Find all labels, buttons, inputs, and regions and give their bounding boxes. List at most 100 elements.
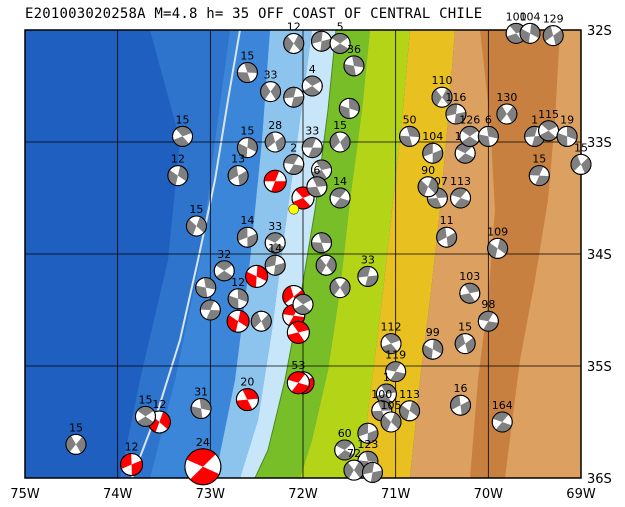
focal-mechanism — [213, 260, 235, 282]
focal-mechanism — [301, 75, 323, 97]
focal-mechanism — [431, 86, 453, 108]
depth-label: 13 — [231, 153, 245, 166]
focal-mechanism — [227, 288, 249, 310]
focal-mechanism — [65, 433, 87, 455]
depth-label: 12 — [171, 153, 185, 166]
target-mechanism — [235, 388, 259, 412]
depth-label: 113 — [450, 175, 471, 188]
focal-mechanism — [311, 30, 333, 52]
depth-label: 15 — [240, 50, 254, 63]
depth-label: 2 — [290, 141, 297, 154]
focal-mechanism — [329, 32, 351, 54]
focal-mechanism — [334, 439, 356, 461]
longitude-labels: 75W 74W 73W 72W 71W 70W 69W — [10, 487, 596, 502]
depth-label: 126 — [459, 113, 480, 126]
depth-label: 1 — [531, 113, 538, 126]
focal-mechanism — [306, 176, 328, 198]
focal-mechanism — [450, 187, 472, 209]
depth-label: 15 — [458, 321, 472, 334]
focal-mechanism — [385, 361, 407, 383]
depth-label: 6 — [485, 113, 492, 126]
focal-mechanism — [422, 338, 444, 360]
depth-label: 33 — [264, 69, 278, 82]
lat-label: 34S — [587, 248, 612, 263]
focal-mechanism — [329, 277, 351, 299]
depth-label: 15 — [176, 113, 190, 126]
focal-mechanism — [292, 293, 314, 315]
depth-label: 31 — [194, 386, 208, 399]
depth-label: 113 — [399, 388, 420, 401]
focal-mechanism — [459, 282, 481, 304]
depth-label: 129 — [543, 13, 564, 26]
lat-label: 33S — [587, 136, 612, 151]
depth-label: 33 — [305, 125, 319, 138]
latitude-labels: 32S 33S 34S 35S 36S — [587, 24, 612, 487]
depth-label: 19 — [560, 113, 574, 126]
focal-mechanism — [399, 400, 421, 422]
focal-mechanism — [315, 254, 337, 276]
depth-label: 12 — [287, 20, 301, 33]
focal-mechanism — [417, 176, 439, 198]
focal-mechanism — [477, 125, 499, 147]
focal-mechanism — [301, 137, 323, 159]
focal-mechanism — [172, 125, 194, 147]
depth-label: 1 — [383, 371, 390, 384]
depth-label: 104 — [520, 10, 541, 23]
focal-mechanism — [487, 237, 509, 259]
graticule — [25, 30, 581, 478]
target-mechanism — [120, 453, 144, 477]
focal-mechanism — [570, 153, 592, 175]
focal-mechanism — [134, 405, 156, 427]
target-mechanism — [245, 264, 269, 288]
depth-label: 36 — [347, 43, 361, 56]
depth-label: 90 — [421, 164, 435, 177]
focal-mechanism — [227, 165, 249, 187]
focal-mechanism — [264, 131, 286, 153]
depth-label: 123 — [357, 438, 378, 451]
focal-mechanism — [542, 25, 564, 47]
lon-label: 74W — [103, 487, 133, 502]
lat-label: 35S — [587, 360, 612, 375]
lon-label: 72W — [288, 487, 318, 502]
depth-label: 109 — [487, 225, 508, 238]
focal-mechanism — [399, 125, 421, 147]
depth-label: 115 — [538, 108, 559, 121]
focal-mechanism — [329, 187, 351, 209]
focal-mechanism — [362, 461, 383, 483]
map-title: E201003020258A M=4.8 h= 35 OFF COAST OF … — [25, 6, 483, 22]
depth-label: 116 — [445, 91, 466, 104]
depth-label: 33 — [268, 220, 282, 233]
depth-label: 24 — [196, 436, 210, 449]
depth-label: 110 — [432, 74, 453, 87]
focal-mechanism — [454, 142, 476, 164]
focal-mechanism — [195, 277, 217, 299]
depth-label: 100 — [371, 388, 392, 401]
target-mechanism — [286, 371, 310, 395]
depth-label: 15 — [69, 421, 83, 434]
depth-label: 15 — [574, 141, 588, 154]
target-mechanism — [184, 448, 222, 486]
depth-label: 32 — [217, 248, 231, 261]
depth-label: 15 — [138, 393, 152, 406]
focal-mechanism — [264, 232, 286, 254]
focal-mechanism — [338, 97, 360, 119]
depth-label: 105 — [381, 399, 402, 412]
target-mechanism — [263, 169, 287, 193]
depth-label: 130 — [496, 91, 517, 104]
target-mechanism — [286, 320, 310, 344]
focal-mechanism — [371, 400, 393, 422]
epicenter-marker — [288, 203, 299, 215]
lat-label: 32S — [587, 24, 612, 39]
trench-line — [131, 30, 241, 478]
depth-label: 98 — [481, 298, 495, 311]
depth-label: 14 — [333, 175, 347, 188]
focal-mechanism — [343, 459, 365, 481]
focal-mechanism — [357, 422, 379, 444]
focal-mechanism — [185, 215, 207, 237]
depth-label: 15 — [240, 125, 254, 138]
focal-mechanism — [519, 22, 541, 44]
focal-mechanism — [477, 310, 499, 332]
depth-label: 28 — [268, 119, 282, 132]
focal-mechanism — [422, 142, 444, 164]
